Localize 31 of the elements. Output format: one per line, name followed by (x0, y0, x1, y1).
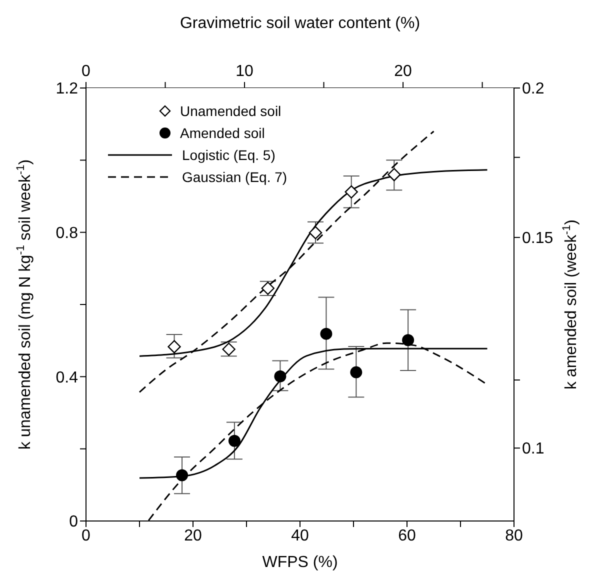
point (308, 226, 322, 240)
point (350, 366, 362, 378)
x-tick-label: 0 (82, 527, 91, 544)
legend-label: Amended soil (180, 124, 265, 143)
point (320, 328, 332, 340)
point (176, 469, 188, 482)
y-tick-label: 0.8 (56, 225, 78, 242)
x2-tick-label: 20 (394, 63, 412, 80)
y-tick-label: 1.2 (56, 80, 78, 98)
x-tick-label: 20 (184, 527, 202, 544)
point (274, 370, 286, 382)
point (388, 168, 401, 182)
legend-label: Logistic (Eq. 5) (182, 146, 276, 165)
x2-tick-label: 0 (82, 63, 91, 80)
y2-tick-label: 0.15 (522, 230, 554, 248)
x2-axis-title: Gravimetric soil water content (%) (180, 15, 420, 32)
point (228, 434, 240, 447)
y-tick-label: 0.4 (56, 369, 78, 386)
x-tick-label: 60 (398, 527, 416, 544)
x2-tick-label: 10 (236, 63, 254, 80)
legend-label: Unamended soil (180, 102, 282, 121)
y2-tick-label: 0.1 (522, 440, 544, 458)
x-tick-label: 40 (291, 527, 309, 544)
legend-label: Gaussian (Eq. 7) (182, 168, 288, 187)
point (402, 334, 414, 346)
y-tick-label: 0 (69, 514, 78, 531)
x-axis-title: WFPS (%) (262, 554, 338, 571)
x-tick-label: 80 (505, 527, 523, 544)
y2-tick-label: 0.2 (522, 80, 544, 98)
point (168, 340, 181, 354)
point (344, 185, 358, 199)
